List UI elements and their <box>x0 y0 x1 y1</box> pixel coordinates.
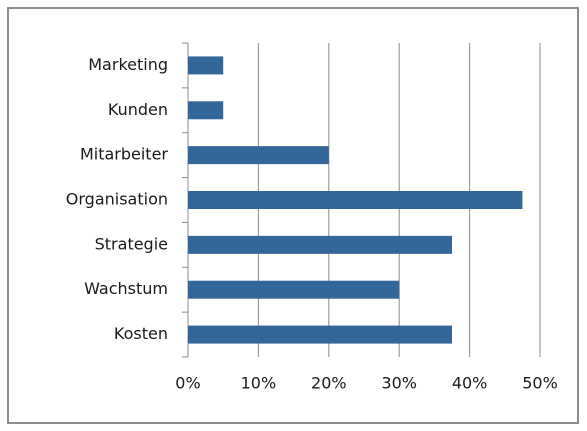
chart-border <box>7 7 579 424</box>
bar <box>188 146 329 165</box>
y-tick-label: Wachstum <box>84 279 168 298</box>
bar <box>188 325 452 344</box>
x-tick-label: 0% <box>175 374 200 393</box>
y-tick-label: Kunden <box>108 100 168 119</box>
bar <box>188 101 224 120</box>
bar <box>188 235 452 254</box>
y-tick-label: Marketing <box>88 55 168 74</box>
bar <box>188 280 400 299</box>
y-tick-label: Strategie <box>95 234 168 253</box>
y-tick-label: Organisation <box>66 190 168 209</box>
x-tick-label: 10% <box>241 374 277 393</box>
y-tick-label: Kosten <box>114 324 168 343</box>
y-tick-label: Mitarbeiter <box>80 145 168 164</box>
x-tick-label: 50% <box>522 374 558 393</box>
x-tick-label: 30% <box>381 374 417 393</box>
bar <box>188 56 224 75</box>
x-tick-label: 20% <box>311 374 347 393</box>
x-tick-label: 40% <box>452 374 488 393</box>
bar <box>188 191 523 209</box>
